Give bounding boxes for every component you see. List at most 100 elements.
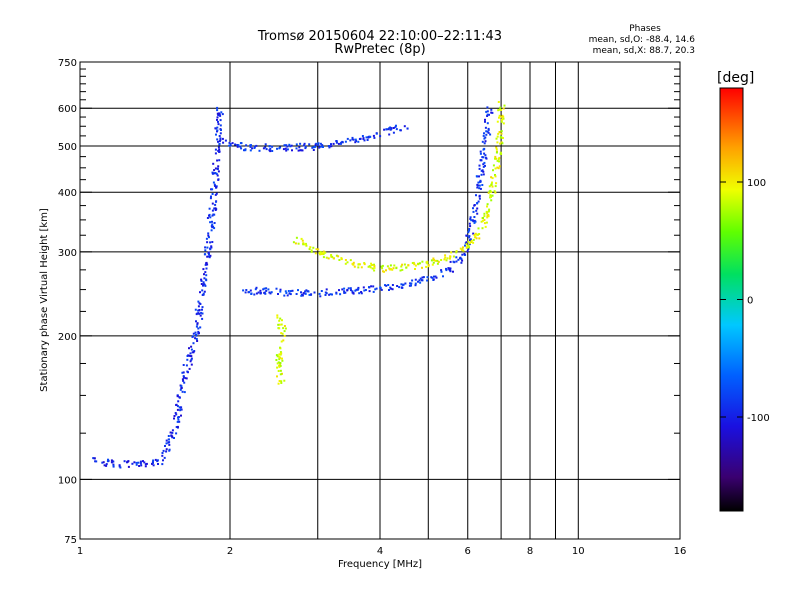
echo-point	[498, 165, 501, 168]
echo-point	[215, 185, 218, 188]
echo-point	[346, 261, 349, 264]
echo-point	[279, 317, 282, 320]
echo-point	[373, 269, 376, 272]
echo-point	[213, 169, 216, 172]
echo-point	[245, 289, 248, 291]
echo-point	[482, 170, 485, 173]
echo-point	[391, 268, 394, 271]
echo-point	[165, 448, 168, 451]
echo-point	[162, 459, 164, 462]
echo-point	[131, 462, 134, 465]
echo-point	[410, 284, 412, 287]
echo-point	[209, 241, 212, 244]
echo-point	[142, 460, 144, 463]
echo-point	[320, 253, 323, 256]
echo-point	[215, 172, 218, 175]
echo-point	[421, 260, 424, 263]
echo-point	[202, 281, 205, 284]
echo-point	[477, 227, 480, 230]
echo-point	[425, 265, 428, 268]
echo-point	[353, 265, 356, 268]
echo-point	[427, 264, 430, 267]
echo-point	[479, 150, 482, 153]
echo-point	[193, 350, 196, 352]
echo-point	[177, 416, 179, 419]
echo-point	[278, 364, 281, 367]
echo-point	[213, 183, 216, 186]
x-tick-label: 4	[377, 546, 383, 557]
echo-point	[197, 330, 200, 333]
echo-point	[312, 149, 315, 151]
echo-point	[217, 140, 219, 143]
echo-point	[339, 142, 342, 145]
echo-point	[213, 222, 216, 224]
echo-point	[171, 429, 174, 432]
echo-point	[263, 287, 266, 290]
echo-point	[195, 325, 198, 328]
echo-point	[135, 461, 138, 464]
echo-point	[279, 362, 282, 364]
echo-point	[370, 285, 373, 288]
echo-point	[184, 377, 187, 380]
echo-point	[449, 270, 452, 273]
plot-frame	[79, 61, 681, 540]
echo-point	[483, 132, 485, 135]
echo-point	[190, 358, 193, 361]
echo-point	[483, 152, 486, 155]
echo-point	[393, 264, 396, 267]
echo-point	[363, 139, 366, 142]
echo-point	[217, 114, 220, 117]
echo-point	[399, 129, 402, 132]
echo-point	[445, 267, 447, 270]
echo-point	[236, 144, 239, 146]
echo-point	[367, 265, 370, 268]
echo-point	[208, 256, 211, 259]
echo-point	[187, 354, 190, 357]
echo-point	[369, 266, 372, 269]
echo-point	[380, 265, 383, 268]
echo-point	[483, 142, 486, 145]
echo-point	[499, 106, 502, 109]
echo-point	[494, 175, 497, 178]
echo-point	[436, 262, 439, 265]
echo-point	[335, 254, 338, 257]
echo-point	[494, 157, 496, 160]
echo-point	[426, 260, 429, 263]
echo-point	[183, 391, 186, 394]
echo-point	[484, 225, 487, 228]
echo-point	[161, 452, 164, 454]
echo-point	[197, 327, 200, 330]
echo-point	[460, 248, 463, 251]
echo-point	[332, 142, 335, 145]
echo-point	[474, 220, 477, 223]
echo-point	[498, 156, 501, 159]
echo-point	[210, 225, 213, 228]
echo-point	[290, 144, 293, 147]
echo-point	[502, 117, 505, 120]
echo-point	[217, 123, 220, 126]
echo-point	[195, 320, 197, 323]
echo-point	[300, 149, 303, 152]
echo-point	[478, 164, 481, 167]
echo-point	[288, 292, 291, 295]
echo-point	[203, 277, 206, 280]
echo-point	[308, 143, 311, 146]
echo-point	[175, 403, 178, 406]
echo-point	[319, 250, 322, 253]
echo-point	[279, 369, 282, 372]
echo-point	[304, 292, 307, 295]
echo-point	[418, 279, 421, 282]
echo-point	[449, 255, 452, 258]
echo-point	[490, 199, 493, 202]
echo-point	[460, 261, 463, 264]
echo-point	[401, 268, 404, 271]
echo-point	[478, 187, 481, 190]
echo-point	[268, 145, 271, 148]
echo-point	[366, 139, 369, 141]
echo-point	[488, 208, 491, 211]
echo-point	[203, 273, 205, 276]
echo-point	[204, 284, 207, 287]
echo-point	[244, 149, 247, 152]
echo-point	[210, 229, 213, 232]
echo-point	[333, 257, 335, 260]
